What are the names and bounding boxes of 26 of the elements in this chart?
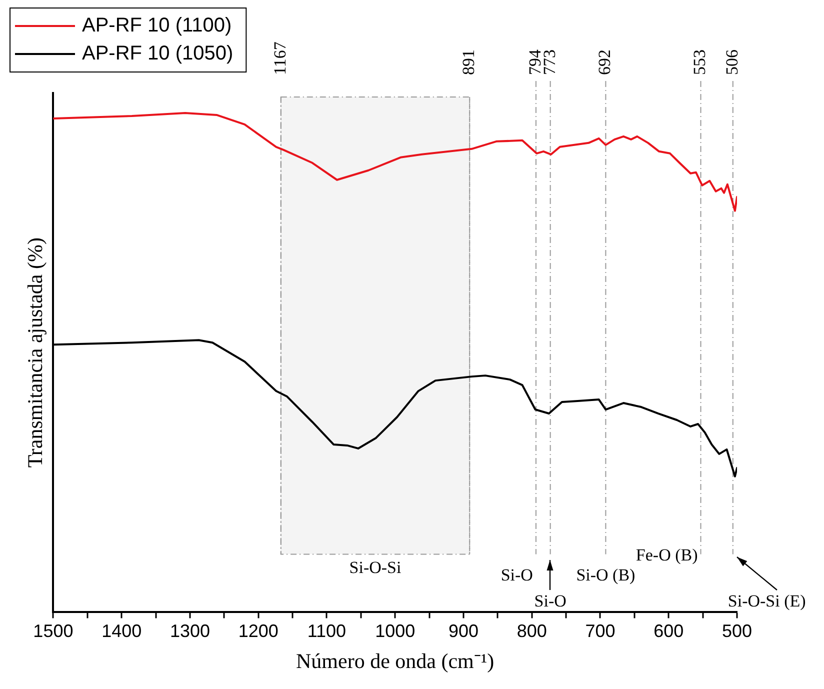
annotation: Fe-O (B) bbox=[636, 546, 698, 565]
band-label: Si-O-Si bbox=[349, 558, 402, 578]
x-tick-label: 1000 bbox=[375, 620, 416, 641]
x-tick-label: 600 bbox=[654, 620, 684, 641]
annotation: Si-O-Si (E) bbox=[728, 592, 806, 611]
x-tick-label: 1200 bbox=[238, 620, 278, 641]
x-tick-label: 900 bbox=[448, 620, 479, 641]
ref-line-label: 553 bbox=[690, 50, 710, 75]
legend-label: AP-RF 10 (1100) bbox=[82, 14, 232, 37]
x-tick-label: 1500 bbox=[33, 620, 74, 641]
annotation: Si-O (B) bbox=[576, 566, 636, 585]
x-tick-label: 1300 bbox=[170, 620, 210, 641]
x-axis-title: Número de onda (cm⁻¹) bbox=[296, 648, 494, 673]
x-tick-label: 800 bbox=[516, 620, 547, 641]
annotation: Si-O bbox=[534, 592, 566, 611]
ref-line-label: 1167 bbox=[270, 41, 290, 75]
annotation: Si-O bbox=[500, 566, 533, 585]
ref-line-label: 891 bbox=[459, 50, 478, 75]
y-axis-title: Transmitancia ajustada (%) bbox=[23, 238, 48, 468]
x-tick-label: 1400 bbox=[102, 620, 142, 641]
ref-line-label: 692 bbox=[595, 50, 614, 75]
x-tick-label: 700 bbox=[585, 620, 616, 641]
legend-label: AP-RF 10 (1050) bbox=[82, 42, 234, 65]
x-tick-label: 500 bbox=[722, 620, 752, 641]
ref-line-label: 506 bbox=[722, 50, 742, 75]
x-tick-label: 1100 bbox=[307, 620, 346, 641]
